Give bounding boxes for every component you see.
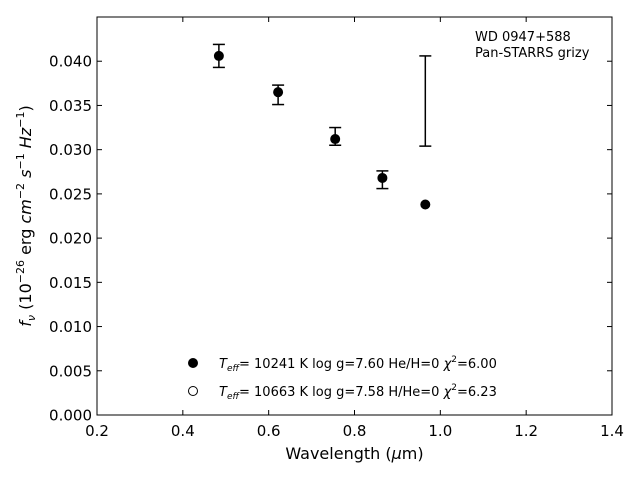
model-point-filled — [213, 50, 224, 61]
y-tick-label: 0.020 — [49, 230, 92, 248]
model-point-filled — [273, 87, 284, 98]
axis-ticks: 0.2 0.4 0.6 0.8 1.0 1.2 1.4 0.000 0.005 0.010 0.01… — [49, 17, 624, 440]
y-tick-label: 0.040 — [49, 53, 92, 71]
x-tick-label: 0.2 — [85, 422, 109, 440]
x-axis-title: Wavelength (μm) — [285, 444, 423, 463]
error-bar — [419, 55, 432, 147]
data-points — [213, 50, 431, 210]
plot-frame — [96, 16, 613, 416]
x-tick-label: 1.0 — [428, 422, 452, 440]
y-tick-label: 0.015 — [49, 274, 92, 292]
y-tick-label: 0.035 — [49, 97, 92, 115]
model-point-filled — [420, 199, 431, 210]
y-tick-label: 0.025 — [49, 185, 92, 203]
x-tick-label: 0.6 — [257, 422, 281, 440]
annotation-line-2: Pan-STARRS grizy — [475, 46, 590, 61]
x-tick-label: 0.8 — [343, 422, 367, 440]
x-tick-label: 1.4 — [600, 422, 624, 440]
legend-marker-filled — [188, 358, 198, 368]
x-tick-label: 1.2 — [514, 422, 538, 440]
model-point-filled — [377, 172, 388, 183]
y-tick-label: 0.030 — [49, 141, 92, 159]
y-tick-label: 0.010 — [49, 318, 92, 336]
y-tick-label: 0.005 — [49, 362, 92, 380]
legend-entry-2: Teff= 10663 K log g=7.58 H/He=0 χ2=6.23 — [219, 383, 497, 402]
legend-marker-open — [188, 386, 198, 396]
y-axis-title: fν (10−26 erg cm−2 s−1 Hz−1) — [14, 105, 38, 326]
y-tick-label: 0.000 — [49, 407, 92, 425]
legend-entry-1: Teff= 10241 K log g=7.60 He/H=0 χ2=6.00 — [219, 355, 497, 374]
annotation-line-1: WD 0947+588 — [475, 30, 571, 45]
x-tick-label: 0.4 — [171, 422, 195, 440]
legend: Teff= 10241 K log g=7.60 He/H=0 χ2=6.00 … — [188, 355, 497, 402]
model-point-filled — [330, 134, 341, 145]
